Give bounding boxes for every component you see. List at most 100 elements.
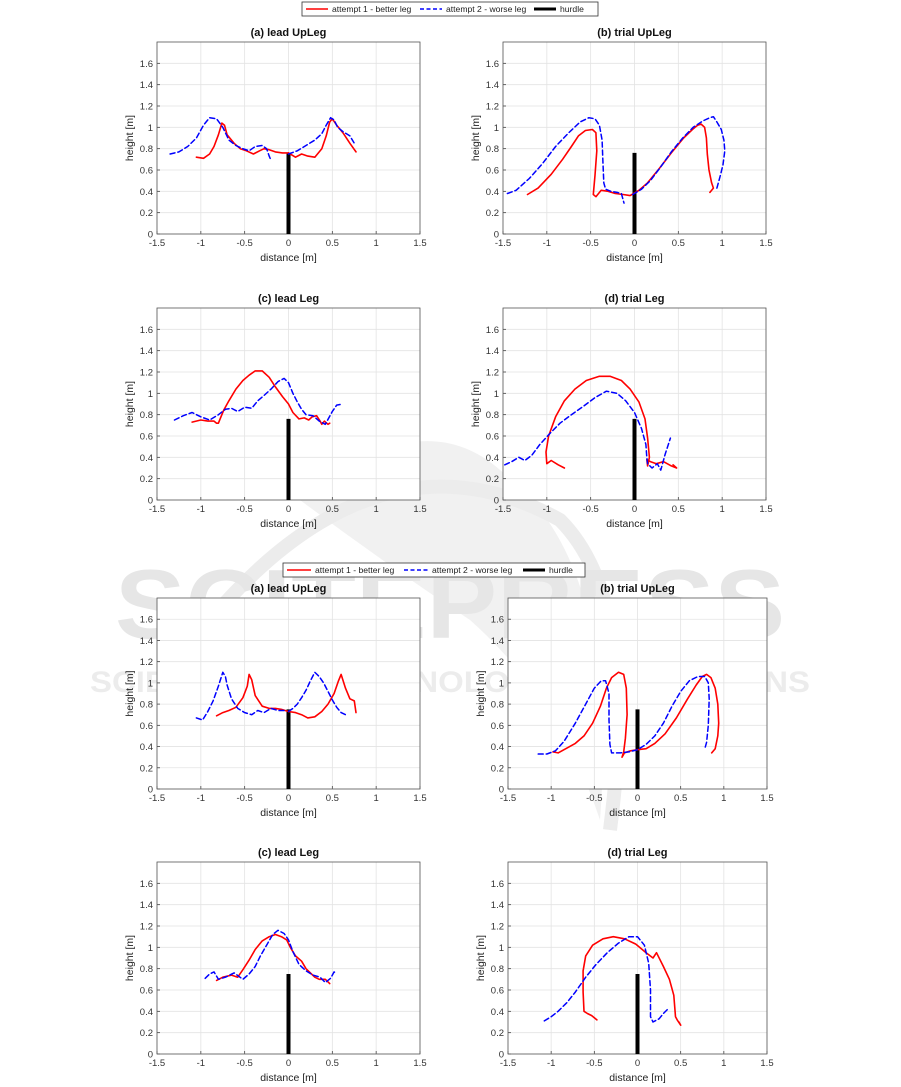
y-tick-label: 1.2 — [140, 102, 153, 113]
y-tick-label: 0.4 — [486, 453, 499, 464]
x-tick-label: -0.5 — [236, 1058, 252, 1069]
x-tick-label: 0.5 — [674, 1058, 687, 1069]
series-line-attempt2 — [287, 116, 356, 155]
x-tick-label: 0.5 — [672, 504, 685, 515]
plot-grid: -1.5 -1 -0.5 0 0.5 1 1.5 0 0.2 0.4 0.6 0.8 1 1.2 1.4 1.… — [124, 27, 774, 1084]
x-tick-label: 0 — [635, 793, 640, 804]
y-tick-label: 0.6 — [140, 166, 153, 177]
x-tick-label: -0.5 — [236, 793, 252, 804]
y-tick-label: 0.6 — [486, 432, 499, 443]
watermark-logo-swirl — [300, 441, 603, 820]
y-tick-label: 0 — [148, 1050, 153, 1061]
chart-title: (a) lead UpLeg — [251, 583, 327, 595]
x-tick-label: -1 — [197, 238, 205, 249]
y-tick-label: 0.8 — [491, 964, 504, 975]
x-tick-label: 0.5 — [326, 793, 339, 804]
y-tick-label: 1.2 — [491, 657, 504, 668]
series-line-attempt1 — [526, 123, 715, 198]
x-tick-label: -1.5 — [149, 238, 165, 249]
x-tick-label: 1 — [374, 793, 379, 804]
y-axis-label: height [m] — [124, 115, 136, 161]
x-tick-label: 0.5 — [672, 238, 685, 249]
series-line-attempt1 — [191, 370, 331, 426]
y-axis-label: height [m] — [470, 381, 482, 427]
legend-label-hurdle: hurdle — [549, 565, 573, 575]
x-tick-label: 1.5 — [759, 504, 772, 515]
x-tick-label: 1 — [721, 1058, 726, 1069]
y-tick-label: 1.4 — [486, 80, 499, 91]
x-tick-label: -1 — [543, 504, 551, 515]
y-tick-label: 0.2 — [486, 208, 499, 219]
y-tick-label: 0.2 — [140, 763, 153, 774]
x-tick-label: -1 — [547, 793, 555, 804]
x-tick-label: -0.5 — [582, 238, 598, 249]
series-line-attempt2 — [506, 116, 625, 204]
x-tick-label: -0.5 — [582, 504, 598, 515]
x-tick-label: -1 — [197, 504, 205, 515]
series-line-attempt2 — [504, 390, 672, 471]
y-tick-label: 1.6 — [140, 59, 153, 70]
x-axis-label: distance [m] — [260, 252, 317, 264]
series-line-attempt2 — [173, 377, 344, 426]
x-tick-label: 1 — [720, 504, 725, 515]
y-tick-label: 1.4 — [140, 636, 153, 647]
chart-panel: -1.5 -1 -0.5 0 0.5 1 1.5 0 0.2 0.4 0.6 0.8 1 1.2 1.4 1.… — [470, 293, 773, 530]
y-tick-label: 0 — [494, 230, 499, 241]
x-tick-label: 1.5 — [413, 238, 426, 249]
series-line-attempt2 — [287, 671, 347, 716]
y-tick-label: 0.4 — [140, 453, 153, 464]
y-tick-label: 1 — [494, 389, 499, 400]
y-axis-label: height [m] — [124, 381, 136, 427]
y-tick-label: 1 — [499, 943, 504, 954]
y-tick-label: 0 — [148, 785, 153, 796]
x-tick-label: 1.5 — [760, 1058, 773, 1069]
x-tick-label: 0 — [632, 238, 637, 249]
y-tick-label: 1 — [499, 678, 504, 689]
y-tick-label: 1.4 — [486, 346, 499, 357]
y-tick-label: 1.2 — [486, 368, 499, 379]
y-tick-label: 1.6 — [140, 879, 153, 890]
y-tick-label: 0.4 — [140, 742, 153, 753]
series-line-attempt1 — [582, 935, 682, 1026]
x-tick-label: 0.5 — [326, 504, 339, 515]
y-tick-label: 0.2 — [140, 1028, 153, 1039]
x-tick-label: -1.5 — [495, 504, 511, 515]
y-tick-label: 1.6 — [486, 59, 499, 70]
y-tick-label: 0 — [499, 1050, 504, 1061]
series-line-attempt2 — [543, 935, 669, 1023]
series-line-attempt2 — [195, 671, 285, 721]
chart-title: (b) trial UpLeg — [600, 583, 675, 595]
chart-title: (c) lead Leg — [258, 293, 319, 305]
y-tick-label: 0.4 — [491, 1007, 504, 1018]
y-tick-label: 1.2 — [140, 368, 153, 379]
chart-panel: -1.5 -1 -0.5 0 0.5 1 1.5 0 0.2 0.4 0.6 0.8 1 1.2 1.4 1.… — [124, 27, 427, 264]
x-tick-label: -1.5 — [149, 504, 165, 515]
x-tick-label: 1 — [374, 504, 379, 515]
x-tick-label: -1 — [197, 1058, 205, 1069]
y-axis-label: height [m] — [124, 935, 136, 981]
x-tick-label: 0 — [286, 793, 291, 804]
y-tick-label: 1 — [148, 123, 153, 134]
legend-label-hurdle: hurdle — [560, 4, 584, 14]
y-tick-label: 0.8 — [491, 700, 504, 711]
x-tick-label: 0.5 — [674, 793, 687, 804]
series-line-attempt1 — [215, 673, 290, 717]
x-tick-label: -1.5 — [149, 1058, 165, 1069]
y-tick-label: 1.4 — [491, 900, 504, 911]
x-tick-label: 0.5 — [326, 1058, 339, 1069]
chart-panel: -1.5 -1 -0.5 0 0.5 1 1.5 0 0.2 0.4 0.6 0.8 1 1.2 1.4 1.… — [124, 583, 427, 819]
y-tick-label: 1.4 — [491, 636, 504, 647]
y-tick-label: 0 — [494, 496, 499, 507]
y-tick-label: 1.6 — [491, 879, 504, 890]
y-tick-label: 0.4 — [491, 742, 504, 753]
y-tick-label: 1.4 — [140, 900, 153, 911]
y-tick-label: 0.8 — [486, 410, 499, 421]
y-tick-label: 0.6 — [140, 986, 153, 997]
y-tick-label: 1.6 — [140, 615, 153, 626]
y-tick-label: 0.8 — [140, 964, 153, 975]
x-axis-label: distance [m] — [260, 518, 317, 530]
y-tick-label: 0.2 — [491, 1028, 504, 1039]
chart-panel: -1.5 -1 -0.5 0 0.5 1 1.5 0 0.2 0.4 0.6 0.8 1 1.2 1.4 1.… — [475, 583, 774, 819]
legend-top: attempt 1 - better leg attempt 2 - worse… — [301, 1, 599, 17]
